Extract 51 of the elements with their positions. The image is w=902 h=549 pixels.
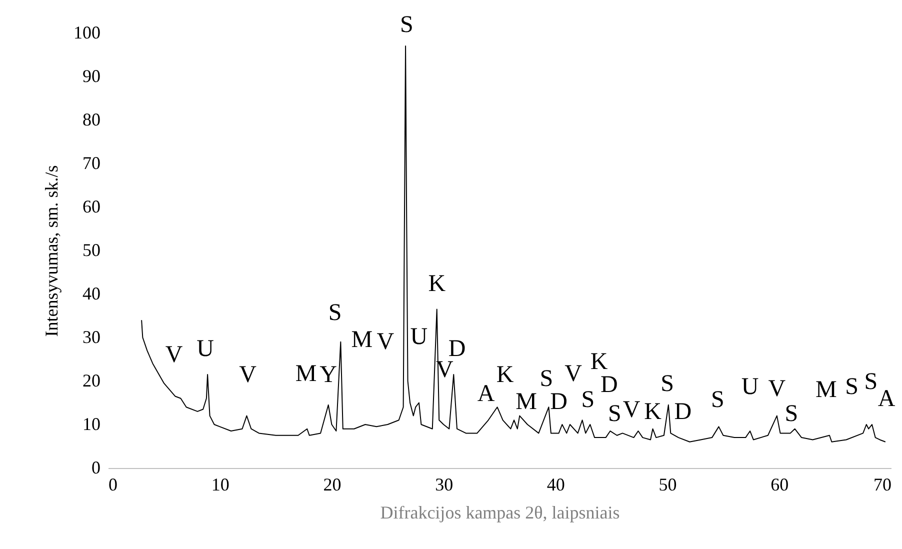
annotation: V [622, 396, 641, 423]
x-tick-label: 50 [658, 474, 677, 494]
annotation: S [845, 374, 859, 400]
annotation: U [741, 374, 759, 400]
x-tick-label: 0 [108, 474, 118, 494]
y-tick-label: 10 [82, 414, 100, 434]
annotation: V [165, 342, 184, 368]
annotation: Y [320, 362, 338, 388]
annotation: S [784, 400, 798, 427]
annotation: D [674, 399, 692, 426]
x-axis-title: Difrakcijos kampas 2θ, laipsniais [380, 502, 620, 522]
x-tick-label: 10 [211, 474, 230, 494]
annotation: M [295, 360, 317, 387]
y-tick-label: 100 [74, 22, 100, 42]
annotation: K [428, 271, 446, 298]
annotation: S [328, 300, 342, 326]
annotation: V [768, 376, 786, 402]
annotation: A [477, 380, 496, 407]
y-tick-label: 80 [82, 110, 100, 130]
y-tick-label: 40 [82, 284, 100, 304]
x-tick-label: 70 [874, 474, 892, 494]
annotation: A [878, 386, 896, 412]
y-tick-label: 20 [82, 370, 100, 390]
annotation: M [351, 326, 373, 353]
annotation: D [448, 336, 466, 362]
annotation: V [376, 329, 395, 356]
x-tick-label: 60 [770, 474, 789, 494]
annotation: S [864, 369, 878, 396]
annotation: S [608, 400, 622, 427]
annotation: V [239, 362, 258, 388]
y-tick-label: 70 [82, 153, 100, 173]
y-tick-label: 0 [92, 458, 100, 478]
annotation: K [496, 362, 514, 388]
annotation: M [516, 389, 538, 416]
annotation: K [644, 399, 662, 426]
annotation: S [660, 370, 674, 397]
x-tick-label: 20 [323, 474, 342, 494]
annotation: M [815, 376, 837, 403]
annotation: V [564, 360, 583, 387]
annotation: S [710, 386, 724, 413]
x-tick-label: 40 [546, 474, 565, 494]
annotation: U [196, 336, 214, 362]
y-axis-title: Intensyvumas, sm. sk./s [42, 165, 62, 337]
annotation: S [400, 12, 414, 38]
y-tick-label: 90 [82, 66, 100, 86]
annotation: U [410, 324, 428, 350]
y-tick-label: 50 [82, 240, 100, 260]
annotation: S [581, 386, 595, 413]
x-tick-label: 30 [435, 474, 454, 494]
y-tick-label: 30 [82, 327, 100, 347]
y-tick-label: 60 [82, 196, 100, 216]
